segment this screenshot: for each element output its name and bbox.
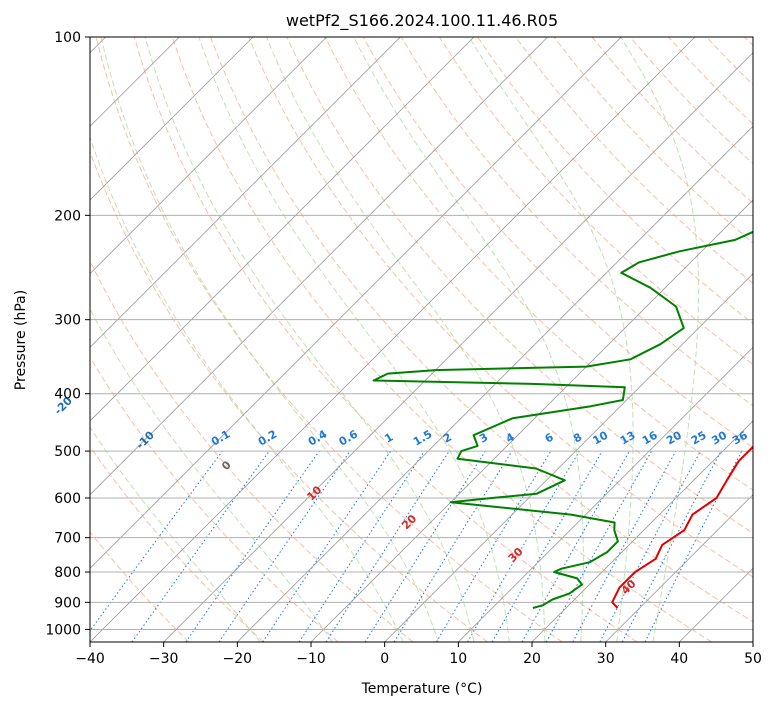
y-tick-label: 100 [54, 30, 81, 46]
dry-adiabat [210, 37, 753, 623]
temperature-profile [611, 445, 753, 609]
dry-adiabat [90, 356, 339, 642]
dry-adiabat [90, 150, 488, 642]
moist-adiabat [90, 426, 261, 642]
x-tick-label: 50 [744, 651, 762, 667]
x-tick-label: −20 [223, 651, 253, 667]
y-axis-title: Pressure (hPa) [13, 290, 29, 390]
isotherm [90, 37, 401, 348]
x-tick-label: 0 [380, 651, 389, 667]
moist-adiabat [266, 37, 546, 642]
mixing-ratio-line [131, 450, 270, 642]
x-tick-label: −40 [75, 651, 105, 667]
dry-adiabat [515, 37, 753, 284]
isotherm [605, 494, 753, 642]
x-axis-title: Temperature (°C) [361, 681, 483, 697]
mixing-ratio-line [572, 450, 677, 642]
isotherm [531, 420, 753, 642]
x-tick-label: 10 [449, 651, 467, 667]
dry-adiabat [133, 37, 638, 642]
y-tick-label: 400 [54, 387, 81, 403]
mixing-ratio-line [325, 450, 450, 642]
moist-adiabat [198, 37, 510, 642]
moist-adiabat [144, 37, 475, 642]
isotherm [458, 346, 753, 642]
y-tick-label: 800 [54, 565, 81, 581]
mixing-ratio-line [521, 450, 630, 642]
y-tick-label: 600 [54, 491, 81, 507]
moist-adiabat [90, 135, 404, 642]
mixing-ratio-line [90, 450, 223, 632]
mixing-ratio-line [218, 450, 351, 642]
sounding-profiles [372, 230, 753, 609]
isotherm [90, 37, 475, 422]
mixing-ratio-line [185, 450, 320, 642]
dry-adiabat [400, 37, 753, 407]
x-tick-label: 30 [597, 651, 615, 667]
y-tick-label: 900 [54, 595, 81, 611]
mixing-ratio-line [262, 450, 392, 642]
plot-frame [89, 36, 754, 643]
y-tick-label: 300 [54, 313, 81, 329]
isotherm [237, 125, 753, 642]
dewpoint-profile [372, 230, 753, 609]
chart-title: wetPf2_S166.2024.100.11.46.R05 [286, 11, 558, 31]
isotherm [90, 37, 327, 275]
mixing-ratio-line [298, 450, 425, 642]
moist-adiabat [353, 37, 584, 642]
dry-adiabat [248, 37, 753, 578]
y-tick-label: 200 [54, 208, 81, 224]
x-tick-label: 40 [670, 651, 688, 667]
mixing-ratio-line [393, 450, 513, 642]
y-tick-label: 500 [54, 444, 81, 460]
pressure-gridlines [90, 37, 753, 642]
dry-adiabat [90, 445, 264, 642]
dry-adiabat [95, 37, 563, 642]
x-tick-label: 20 [523, 651, 541, 667]
isotherm [90, 37, 696, 642]
x-tick-label: −10 [296, 651, 326, 667]
isotherm [90, 37, 254, 201]
isotherm [384, 273, 753, 642]
mixing-ratio-line [545, 450, 653, 642]
axes: −40 −30 −20 −10 0 10 20 30 40 50 100 200 300 400 500 60… [45, 30, 762, 667]
isotherm [90, 37, 548, 496]
y-tick-label: 1000 [45, 622, 81, 638]
moist-adiabat [620, 37, 700, 642]
background-lines [90, 37, 753, 642]
isotherm [163, 52, 753, 642]
isotherm [310, 199, 753, 642]
y-tick-label: 700 [54, 531, 81, 547]
dry-adiabat [171, 37, 712, 642]
dry-adiabat [438, 37, 753, 366]
x-tick-label: −30 [149, 651, 179, 667]
dry-adiabat [90, 531, 190, 642]
isotherm [90, 37, 622, 569]
moist-adiabat [100, 37, 439, 642]
